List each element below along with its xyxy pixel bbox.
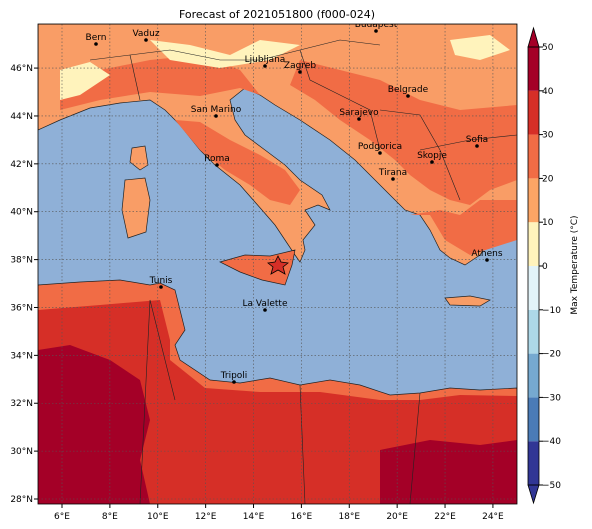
colorbar-tick-label: −10: [542, 306, 561, 316]
city-label: San Marino: [191, 105, 242, 115]
lon-tick-label: 6°E: [54, 512, 70, 522]
colorbar-tick-label: −40: [542, 437, 561, 447]
city-label: Sarajevo: [339, 108, 379, 118]
colorbar-tick-label: −50: [542, 481, 561, 491]
city-label: Budapest: [355, 20, 398, 30]
city-dot: [374, 29, 378, 33]
city-label: La Valette: [243, 299, 288, 309]
colorbar-band: [528, 222, 539, 266]
colorbar-tick-label: −30: [542, 393, 561, 403]
title: Forecast of 2021051800 (f000-024): [179, 8, 375, 21]
city-label: Sofia: [466, 135, 488, 145]
city-dot: [232, 380, 236, 384]
colorbar-tick-label: 50: [542, 43, 554, 53]
island: [444, 295, 491, 307]
hottest-area: [38, 345, 150, 504]
lon-tick-label: 8°E: [102, 512, 118, 522]
colorbar-extend: [527, 26, 540, 48]
map-frame: [37, 23, 518, 505]
city-dot: [475, 144, 479, 148]
colorbar-extend: [527, 484, 540, 505]
colorbar-band: [528, 353, 539, 398]
city-label: Tunis: [149, 276, 173, 286]
colorbar-tick-label: 10: [542, 218, 554, 228]
colorbar: −50 −40 −30 −20 −10 0 10 20 30 40 50: [527, 26, 561, 505]
city-dot: [159, 285, 163, 289]
city-dot: [298, 70, 302, 74]
star-marker: [267, 255, 289, 275]
warm-area: [410, 200, 517, 255]
lat-tick-label: 40°N: [10, 208, 33, 218]
city-label: Bern: [86, 33, 107, 43]
graticule: [38, 24, 517, 504]
lon-tick-label: 12°E: [195, 512, 217, 522]
colorbar-band: [528, 134, 539, 179]
lon-tick-label: 14°E: [243, 512, 265, 522]
hottest-area: [380, 440, 517, 504]
city-dot: [144, 38, 148, 42]
lon-tick-label: 20°E: [386, 512, 408, 522]
colorbar-band: [528, 397, 539, 442]
lon-tick-label: 18°E: [338, 512, 360, 522]
city-dot: [406, 94, 410, 98]
colorbar-band: [528, 47, 539, 91]
colorbar-band: [528, 266, 539, 310]
lat-tick-label: 30°N: [10, 447, 33, 457]
lat-tick-label: 32°N: [10, 399, 33, 409]
city-dot: [263, 308, 267, 312]
lon-tick-label: 22°E: [434, 512, 456, 522]
lon-tick-label: 10°E: [147, 512, 169, 522]
colorbar-band: [528, 178, 539, 223]
warm-area: [175, 120, 300, 205]
island: [121, 145, 151, 239]
city-dot: [214, 114, 218, 118]
lat-tick-label: 42°N: [10, 160, 33, 170]
lon-tick-label: 24°E: [482, 512, 504, 522]
city-dot: [357, 117, 361, 121]
lat-tick-label: 38°N: [10, 256, 33, 266]
city-label: Tripoli: [220, 371, 248, 381]
colorbar-tick-label: −20: [542, 350, 561, 360]
city-label: Ljubljana: [245, 55, 286, 65]
city-label: Vaduz: [132, 29, 159, 39]
lon-tick-label: 16°E: [291, 512, 313, 522]
colorbar-tick-label: 0: [542, 262, 548, 272]
colorbar-tick-label: 40: [542, 87, 554, 97]
lat-tick-label: 46°N: [10, 64, 33, 74]
city-dot: [94, 42, 98, 46]
city-label: Zagreb: [284, 61, 316, 71]
city-dot: [378, 151, 382, 155]
colorbar-tick-label: 30: [542, 131, 554, 141]
lat-tick-label: 36°N: [10, 303, 33, 313]
city-label: Roma: [204, 154, 230, 164]
city-label: Podgorica: [358, 142, 402, 152]
city-label: Tirana: [378, 168, 407, 178]
city-label: Belgrade: [388, 85, 429, 95]
warm-area: [60, 55, 260, 110]
city-dot: [391, 177, 395, 181]
lat-tick-label: 44°N: [10, 112, 33, 122]
city-dot: [485, 258, 489, 262]
border: [89, 39, 517, 504]
city-label: Skopje: [417, 151, 447, 161]
city-dot: [215, 163, 219, 167]
colorbar-band: [528, 309, 539, 354]
colorbar-tick-label: 20: [542, 174, 554, 184]
warm-area: [290, 60, 517, 205]
colorbar-band: [528, 441, 539, 485]
colorbar-band: [528, 90, 539, 135]
city-dot: [430, 160, 434, 164]
city-dot: [263, 64, 267, 68]
lat-tick-label: 28°N: [10, 495, 33, 505]
colorbar-label: Max Temperature (°C): [570, 215, 580, 314]
city-label: Athens: [471, 249, 502, 259]
cool-area: [60, 35, 510, 100]
lat-tick-label: 34°N: [10, 351, 33, 361]
